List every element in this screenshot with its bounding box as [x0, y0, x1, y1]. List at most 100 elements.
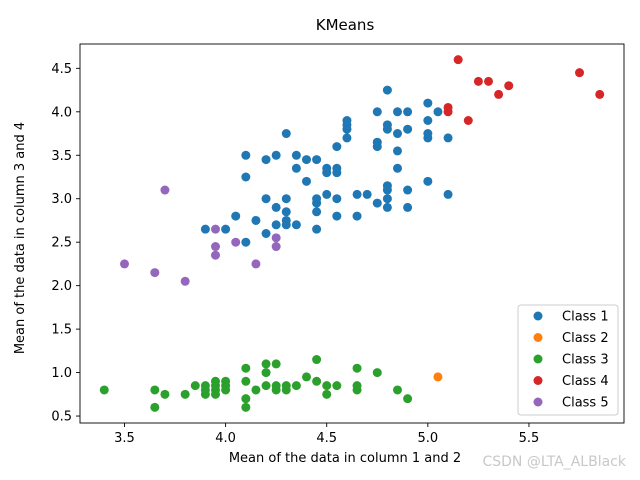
data-point-class-1: [291, 163, 301, 173]
data-point-class-1: [261, 155, 271, 165]
x-tick-label: 3.5: [114, 431, 135, 446]
data-point-class-5: [271, 242, 281, 252]
data-point-class-3: [200, 381, 210, 391]
data-point-class-1: [393, 129, 403, 139]
data-point-class-5: [210, 250, 220, 260]
plot-frame: [79, 43, 625, 424]
data-point-class-1: [291, 220, 301, 230]
data-point-class-4: [463, 115, 473, 125]
data-point-class-5: [160, 185, 170, 195]
legend-marker: [533, 333, 543, 342]
data-point-class-3: [352, 381, 362, 391]
data-point-class-3: [322, 381, 332, 391]
data-point-class-1: [403, 124, 413, 134]
legend-marker: [533, 311, 543, 321]
data-point-class-3: [180, 389, 190, 399]
data-point-class-1: [261, 194, 271, 204]
legend: Class 1 Class 2 Class 3 Class 4 Class 5: [517, 304, 619, 416]
data-point-class-1: [382, 194, 392, 204]
data-point-class-1: [281, 129, 291, 139]
data-point-class-3: [160, 389, 170, 399]
data-point-class-3: [99, 385, 109, 395]
data-point-class-4: [473, 76, 483, 86]
data-point-class-4: [453, 55, 463, 65]
data-point-class-1: [382, 120, 392, 130]
data-point-class-1: [301, 155, 311, 165]
y-tick-label: 3.5: [51, 149, 72, 164]
data-point-class-1: [443, 189, 453, 199]
y-tick-label: 3.0: [51, 192, 72, 207]
legend-frame: [517, 304, 619, 416]
data-point-class-1: [372, 198, 382, 208]
data-point-class-1: [251, 215, 261, 225]
data-point-class-1: [443, 133, 453, 143]
data-point-class-1: [231, 211, 241, 221]
data-point-class-3: [291, 381, 301, 391]
data-point-class-1: [281, 194, 291, 204]
data-point-class-3: [312, 355, 322, 365]
y-tick-label: 4.0: [51, 105, 72, 120]
data-point-class-1: [352, 211, 362, 221]
data-point-class-1: [423, 115, 433, 125]
data-point-class-5: [119, 259, 129, 269]
data-point-class-1: [352, 189, 362, 199]
plot-area: [79, 43, 625, 424]
data-point-class-3: [322, 389, 332, 399]
data-point-class-1: [322, 163, 332, 173]
legend-marker: [533, 397, 543, 407]
data-point-class-3: [150, 402, 160, 412]
data-point-class-1: [301, 176, 311, 186]
data-point-class-1: [423, 98, 433, 108]
data-point-class-1: [241, 172, 251, 182]
data-point-class-1: [291, 150, 301, 160]
x-tick-label: 4.5: [316, 431, 337, 446]
x-axis-label: Mean of the data in column 1 and 2: [229, 451, 461, 466]
data-point-class-1: [241, 150, 251, 160]
data-points: [99, 55, 605, 412]
data-point-class-3: [241, 394, 251, 404]
data-point-class-1: [382, 85, 392, 95]
data-point-class-4: [494, 89, 504, 99]
data-point-class-1: [403, 185, 413, 195]
data-point-class-3: [332, 381, 342, 391]
legend-label: Class 4: [562, 374, 609, 389]
data-point-class-1: [271, 202, 281, 212]
data-point-class-1: [423, 129, 433, 139]
data-point-class-5: [210, 224, 220, 234]
data-point-class-1: [281, 207, 291, 217]
data-point-class-1: [423, 176, 433, 186]
data-point-class-1: [382, 202, 392, 212]
data-point-class-1: [322, 189, 332, 199]
data-point-class-1: [382, 181, 392, 191]
data-point-class-1: [221, 224, 231, 234]
data-point-class-1: [433, 107, 443, 117]
data-point-class-1: [393, 107, 403, 117]
data-point-class-1: [271, 220, 281, 230]
data-point-class-3: [241, 402, 251, 412]
data-point-class-3: [241, 376, 251, 386]
watermark: CSDN @LTA_ALBlack: [482, 454, 626, 470]
data-point-class-1: [261, 229, 271, 238]
legend-marker: [533, 376, 543, 385]
data-point-class-1: [393, 163, 403, 173]
data-point-class-3: [210, 376, 220, 386]
data-point-class-3: [301, 372, 311, 382]
legend-label: Class 5: [562, 396, 609, 411]
x-axis-ticks: 3.5 4.0 4.5 5.0 5.5: [114, 423, 539, 446]
data-point-class-3: [221, 376, 231, 386]
y-tick-label: 0.5: [51, 410, 72, 425]
legend-marker: [533, 354, 543, 364]
y-tick-label: 2.5: [51, 236, 72, 251]
y-tick-label: 4.5: [51, 62, 72, 77]
data-point-class-5: [210, 242, 220, 252]
data-point-class-4: [504, 81, 514, 91]
data-point-class-3: [352, 363, 362, 373]
data-point-class-1: [332, 211, 342, 221]
data-point-class-3: [261, 359, 271, 369]
y-axis-ticks: 0.5 1.0 1.5 2.0 2.5 3.0 3.5 4.0 4.5: [51, 62, 80, 425]
x-tick-label: 4.0: [215, 431, 236, 446]
data-point-class-5: [180, 276, 190, 286]
data-point-class-2: [433, 372, 443, 382]
data-point-class-5: [231, 237, 241, 247]
